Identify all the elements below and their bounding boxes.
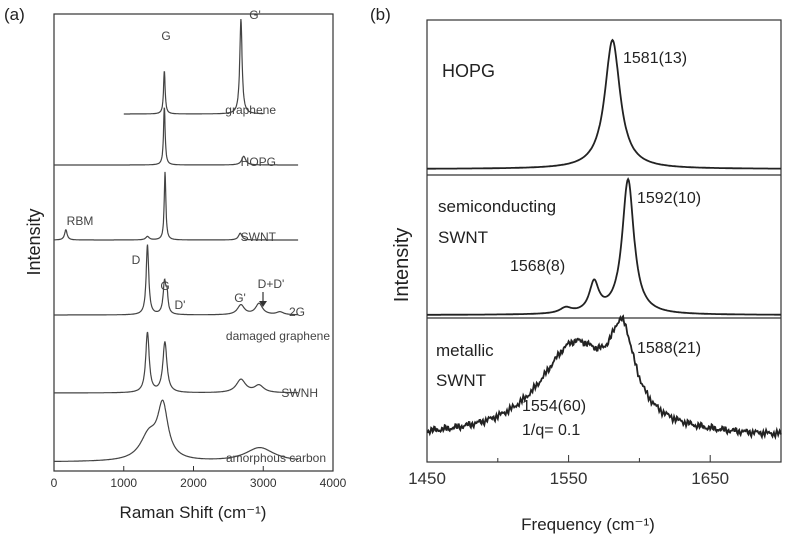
series-name-semiconducting: semiconducting bbox=[438, 197, 556, 216]
panel-b-xlabel: Frequency (cm⁻¹) bbox=[521, 515, 655, 534]
x-tick-label: 1450 bbox=[408, 469, 446, 488]
peak-label-dprime: D' bbox=[175, 298, 186, 312]
panel-a-xlabel: Raman Shift (cm⁻¹) bbox=[120, 503, 267, 522]
spectrum-line-damaged-graphene bbox=[54, 244, 299, 316]
x-tick-label: 1000 bbox=[110, 476, 137, 490]
x-tick-label: 1550 bbox=[550, 469, 588, 488]
curve-label-damaged-graphene: damaged graphene bbox=[226, 329, 330, 343]
peak-label-2g: 2G bbox=[289, 305, 305, 319]
peak-label-g-damaged: G bbox=[160, 279, 169, 293]
x-tick-label: 0 bbox=[51, 476, 58, 490]
panel-a-ticks: 0 1000 2000 3000 4000 bbox=[51, 466, 347, 490]
curve-label-amorphous-carbon: amorphous carbon bbox=[226, 451, 326, 465]
spectrum-line-swnt bbox=[54, 171, 299, 241]
spectrum-line-graphene bbox=[123, 18, 264, 115]
series-name-semiconducting-swnt: SWNT bbox=[438, 228, 488, 247]
spectrum-line-hopg bbox=[427, 38, 781, 170]
peak-label-d: D bbox=[132, 253, 141, 267]
annotation-q: 1/q= 0.1 bbox=[522, 422, 580, 439]
curve-label-swnt: SWNT bbox=[241, 230, 277, 244]
panel-b-ylabel: Intensity bbox=[391, 228, 413, 302]
annotation-1592: 1592(10) bbox=[637, 190, 701, 207]
series-name-metallic-swnt: SWNT bbox=[436, 371, 486, 390]
curve-label-graphene: graphene bbox=[225, 103, 276, 117]
annotation-1554: 1554(60) bbox=[522, 398, 586, 415]
peak-label-d-plus-dprime: D+D' bbox=[258, 277, 285, 291]
panel-b-frame bbox=[426, 19, 782, 463]
panel-a-ylabel: Intensity bbox=[24, 208, 44, 275]
curve-label-swnh: SWNH bbox=[281, 386, 318, 400]
spectrum-line-semiconducting-swnt bbox=[427, 177, 781, 316]
curve-label-hopg: HOPG bbox=[241, 155, 276, 169]
peak-label-g-top: G bbox=[161, 29, 170, 43]
x-tick-label: 2000 bbox=[180, 476, 207, 490]
series-name-metallic: metallic bbox=[436, 341, 494, 360]
panel-a-label: (a) bbox=[4, 5, 25, 24]
panel-a-curves bbox=[54, 18, 299, 462]
peak-label-gprime-top: G' bbox=[249, 8, 261, 22]
x-tick-label: 3000 bbox=[250, 476, 277, 490]
panel-a-frame bbox=[53, 13, 334, 472]
panel-b-ticks: 1450 1550 1650 bbox=[408, 455, 782, 488]
x-tick-label: 1650 bbox=[691, 469, 729, 488]
peak-label-rbm: RBM bbox=[67, 214, 94, 228]
spectrum-line-hopg bbox=[54, 107, 299, 166]
x-tick-label: 4000 bbox=[320, 476, 347, 490]
spectrum-line-metallic-swnt bbox=[426, 314, 782, 441]
spectrum-line-swnh bbox=[54, 331, 299, 394]
spectrum-line-amorphous-carbon bbox=[54, 399, 299, 462]
arrow-icon bbox=[259, 292, 267, 307]
panel-b-label: (b) bbox=[370, 5, 391, 24]
annotation-1568: 1568(8) bbox=[510, 258, 565, 275]
annotation-1588: 1588(21) bbox=[637, 340, 701, 357]
series-name-hopg: HOPG bbox=[442, 61, 495, 81]
panel-b-curves bbox=[426, 38, 782, 441]
peak-label-gprime-damaged: G' bbox=[234, 291, 246, 305]
annotation-1581: 1581(13) bbox=[623, 50, 687, 67]
